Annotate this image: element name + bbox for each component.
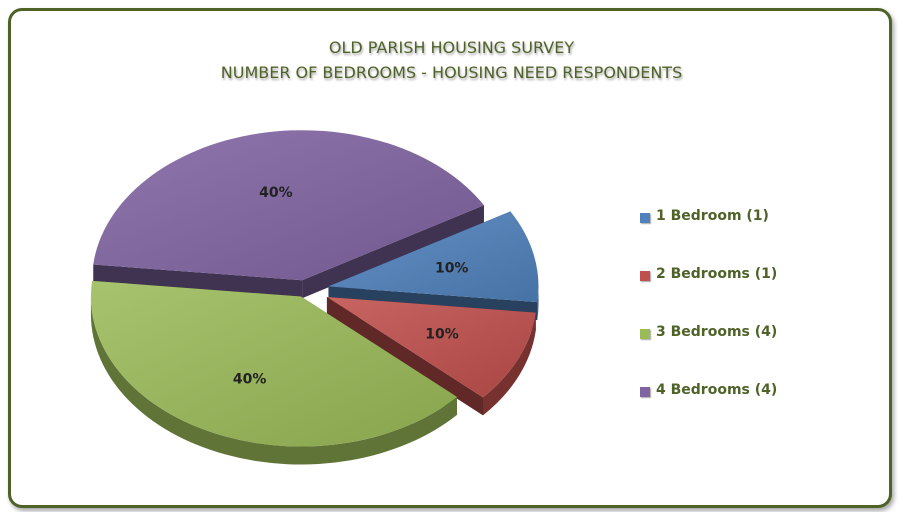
pie-slice-4-bedrooms-4: [93, 130, 484, 299]
legend-swatch: [640, 271, 650, 281]
pie-data-labels: 40% 10% 10% 40%: [233, 185, 469, 388]
pie-slice-3-bedrooms-4: [90, 280, 457, 465]
pie-slice-top: [326, 296, 536, 398]
legend-swatch: [640, 213, 650, 223]
data-label-4-bedrooms-4: 40%: [259, 185, 293, 201]
chart-title: OLD PARISH HOUSING SURVEY: [328, 38, 575, 57]
legend-label: 1 Bedroom (1): [656, 208, 769, 224]
pie-slice-top: [93, 130, 484, 281]
legend-label: 2 Bedrooms (1): [656, 266, 778, 282]
legend-label: 3 Bedrooms (4): [656, 324, 778, 340]
pie-slice-top: [90, 280, 457, 447]
chart-subtitle: NUMBER OF BEDROOMS - HOUSING NEED RESPON…: [220, 63, 683, 82]
pie-slice-side: [90, 296, 457, 465]
pie-slice-2-bedrooms-1: [326, 296, 536, 416]
pie-slice-side: [482, 312, 536, 416]
pie-slice-edge: [302, 205, 484, 299]
pie-slice-top: [328, 211, 539, 303]
data-label-2-bedrooms-1: 10%: [425, 327, 459, 343]
data-label-1-bedroom-1: 10%: [435, 261, 469, 277]
pie-slice-edge: [326, 296, 483, 416]
pie-slice-edge: [93, 264, 303, 299]
legend-label: 4 Bedrooms (4): [656, 382, 778, 398]
legend-swatch: [640, 387, 650, 397]
legend-swatch: [640, 329, 650, 339]
pie-slice-side: [537, 286, 539, 321]
data-label-3-bedrooms-4: 40%: [233, 372, 267, 388]
pie-slices: [90, 130, 539, 465]
